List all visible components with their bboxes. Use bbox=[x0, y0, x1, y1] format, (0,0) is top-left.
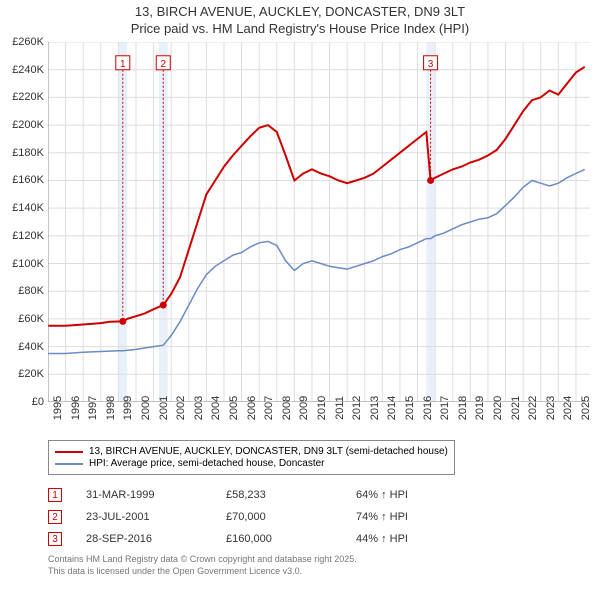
legend-label: 13, BIRCH AVENUE, AUCKLEY, DONCASTER, DN… bbox=[89, 446, 448, 457]
transaction-relative: 64% ↑ HPI bbox=[356, 489, 456, 501]
footer-attribution: Contains HM Land Registry data © Crown c… bbox=[48, 554, 357, 577]
shaded-band bbox=[426, 42, 435, 402]
transaction-relative: 74% ↑ HPI bbox=[356, 511, 456, 523]
y-tick-label: £260K bbox=[0, 36, 44, 48]
marker-dot-2 bbox=[160, 302, 167, 309]
transaction-marker: 1 bbox=[48, 488, 62, 502]
x-tick-label: 1997 bbox=[87, 396, 99, 420]
x-tick-label: 2006 bbox=[246, 396, 258, 420]
x-tick-label: 2015 bbox=[404, 396, 416, 420]
series-hpi bbox=[48, 169, 585, 353]
transaction-row: 3 28-SEP-2016£160,00044% ↑ HPI bbox=[48, 528, 456, 550]
y-tick-label: £0 bbox=[0, 396, 44, 408]
x-tick-label: 2003 bbox=[193, 396, 205, 420]
x-tick-label: 2024 bbox=[562, 396, 574, 420]
legend-label: HPI: Average price, semi-detached house,… bbox=[89, 458, 325, 469]
x-tick-label: 2001 bbox=[158, 396, 170, 420]
legend-item: HPI: Average price, semi-detached house,… bbox=[55, 458, 448, 469]
marker-dot-1 bbox=[119, 318, 126, 325]
y-tick-label: £160K bbox=[0, 174, 44, 186]
x-tick-label: 2023 bbox=[545, 396, 557, 420]
transaction-row: 2 23-JUL-2001£70,00074% ↑ HPI bbox=[48, 506, 456, 528]
x-tick-label: 2012 bbox=[351, 396, 363, 420]
x-tick-label: 2004 bbox=[210, 396, 222, 420]
chart-title: 13, BIRCH AVENUE, AUCKLEY, DONCASTER, DN… bbox=[0, 0, 600, 38]
y-tick-label: £80K bbox=[0, 285, 44, 297]
y-tick-label: £120K bbox=[0, 230, 44, 242]
legend-swatch bbox=[55, 451, 83, 453]
x-tick-label: 2002 bbox=[175, 396, 187, 420]
y-tick-label: £40K bbox=[0, 341, 44, 353]
y-tick-label: £140K bbox=[0, 202, 44, 214]
transaction-price: £70,000 bbox=[226, 511, 356, 523]
chart-container: 13, BIRCH AVENUE, AUCKLEY, DONCASTER, DN… bbox=[0, 0, 600, 590]
x-tick-label: 2013 bbox=[369, 396, 381, 420]
x-tick-label: 2010 bbox=[316, 396, 328, 420]
footer-line-2: This data is licensed under the Open Gov… bbox=[48, 566, 302, 576]
y-axis: £0£20K£40K£60K£80K£100K£120K£140K£160K£1… bbox=[2, 42, 46, 402]
x-tick-label: 2022 bbox=[527, 396, 539, 420]
marker-label-3: 3 bbox=[428, 59, 434, 70]
y-tick-label: £200K bbox=[0, 119, 44, 131]
x-tick-label: 2005 bbox=[228, 396, 240, 420]
x-tick-label: 2025 bbox=[580, 396, 592, 420]
x-tick-label: 2017 bbox=[439, 396, 451, 420]
x-tick-label: 2009 bbox=[298, 396, 310, 420]
transaction-marker: 2 bbox=[48, 510, 62, 524]
x-tick-label: 2021 bbox=[510, 396, 522, 420]
legend: 13, BIRCH AVENUE, AUCKLEY, DONCASTER, DN… bbox=[48, 440, 455, 475]
x-tick-label: 1998 bbox=[105, 396, 117, 420]
marker-dot-3 bbox=[427, 177, 434, 184]
x-tick-label: 2016 bbox=[422, 396, 434, 420]
legend-item: 13, BIRCH AVENUE, AUCKLEY, DONCASTER, DN… bbox=[55, 446, 448, 457]
x-tick-label: 1996 bbox=[70, 396, 82, 420]
y-tick-label: £180K bbox=[0, 147, 44, 159]
x-tick-label: 2018 bbox=[457, 396, 469, 420]
x-tick-label: 2020 bbox=[492, 396, 504, 420]
x-tick-label: 1995 bbox=[52, 396, 64, 420]
x-tick-label: 2000 bbox=[140, 396, 152, 420]
footer-line-1: Contains HM Land Registry data © Crown c… bbox=[48, 554, 357, 564]
x-tick-label: 2007 bbox=[263, 396, 275, 420]
transaction-price: £58,233 bbox=[226, 489, 356, 501]
x-tick-label: 2019 bbox=[474, 396, 486, 420]
x-axis: 1995199619971998199920002001200220032004… bbox=[48, 404, 590, 438]
x-tick-label: 1999 bbox=[122, 396, 134, 420]
transaction-date: 28-SEP-2016 bbox=[86, 533, 226, 545]
transaction-price: £160,000 bbox=[226, 533, 356, 545]
y-tick-label: £60K bbox=[0, 313, 44, 325]
transaction-relative: 44% ↑ HPI bbox=[356, 533, 456, 545]
title-line-2: Price paid vs. HM Land Registry's House … bbox=[131, 21, 469, 36]
marker-label-1: 1 bbox=[120, 59, 126, 70]
y-tick-label: £20K bbox=[0, 368, 44, 380]
transaction-date: 31-MAR-1999 bbox=[86, 489, 226, 501]
y-tick-label: £220K bbox=[0, 91, 44, 103]
x-tick-label: 2014 bbox=[386, 396, 398, 420]
x-tick-label: 2011 bbox=[334, 396, 346, 420]
transaction-date: 23-JUL-2001 bbox=[86, 511, 226, 523]
transaction-table: 1 31-MAR-1999£58,23364% ↑ HPI 2 23-JUL-2001… bbox=[48, 484, 456, 550]
marker-label-2: 2 bbox=[160, 59, 166, 70]
transaction-row: 1 31-MAR-1999£58,23364% ↑ HPI bbox=[48, 484, 456, 506]
plot-area: 1 2 3 bbox=[48, 42, 590, 402]
y-tick-label: £240K bbox=[0, 64, 44, 76]
legend-swatch bbox=[55, 463, 83, 465]
x-tick-label: 2008 bbox=[281, 396, 293, 420]
chart-svg: 1 2 3 bbox=[48, 42, 590, 402]
title-line-1: 13, BIRCH AVENUE, AUCKLEY, DONCASTER, DN… bbox=[135, 4, 465, 19]
y-tick-label: £100K bbox=[0, 258, 44, 270]
transaction-marker: 3 bbox=[48, 532, 62, 546]
series-property bbox=[48, 67, 585, 326]
